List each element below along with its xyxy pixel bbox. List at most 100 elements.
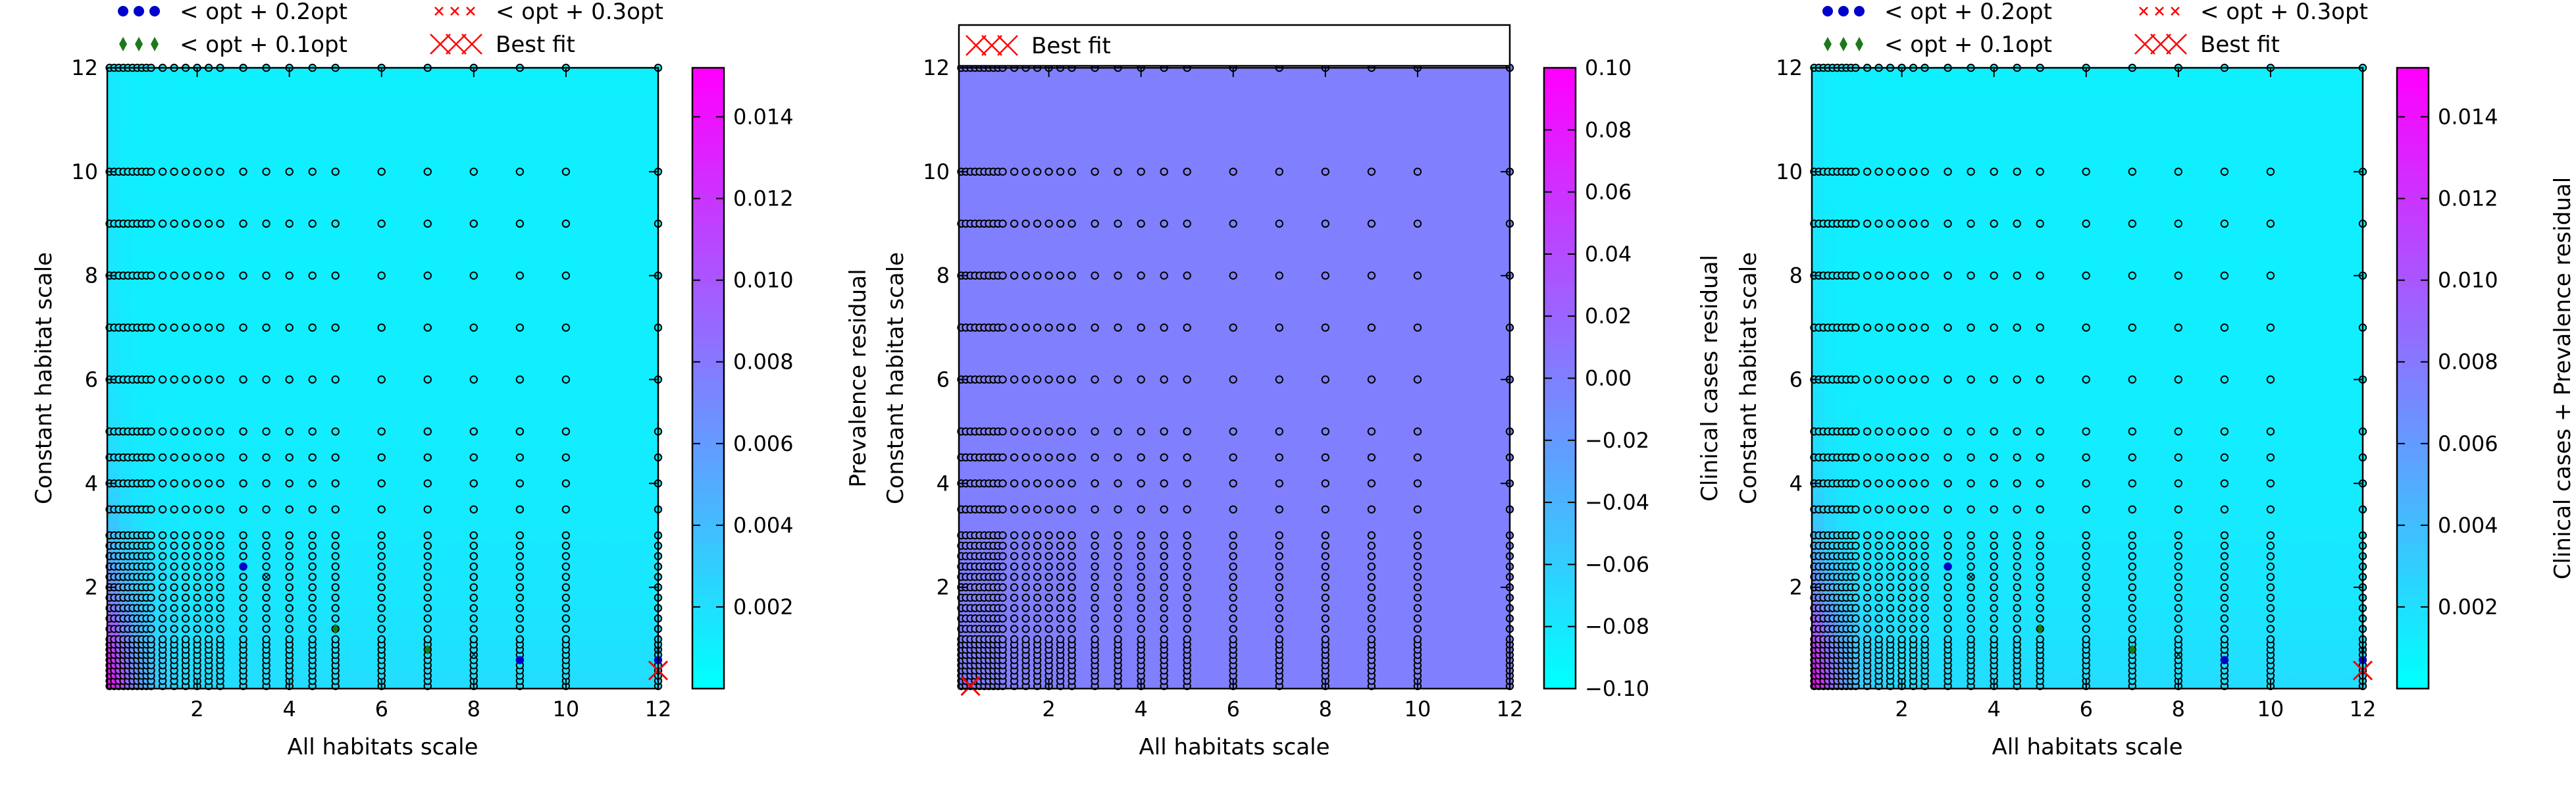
- colorbar-segment: [1544, 616, 1576, 627]
- heatmap-cell: [286, 122, 299, 136]
- legend-label: < opt + 0.2opt: [180, 0, 348, 25]
- heatmap-cell: [346, 500, 359, 514]
- heatmap-cell: [299, 635, 311, 649]
- heatmap-cell: [562, 405, 575, 419]
- heatmap-cell: [538, 135, 551, 149]
- heatmap-cell: [490, 176, 503, 190]
- heatmap-cell: [251, 324, 264, 338]
- sample-point: [158, 167, 167, 176]
- heatmap-cell: [203, 392, 216, 406]
- sample-point: [515, 635, 525, 644]
- heatmap-cell: [419, 486, 431, 500]
- sample-point: [147, 552, 155, 560]
- colorbar-segment: [1544, 388, 1576, 400]
- heatmap-cell: [226, 527, 240, 541]
- heatmap-cell: [382, 527, 396, 541]
- heatmap-cell: [634, 230, 647, 244]
- heatmap-cell: [454, 365, 467, 379]
- colorbar-segment: [692, 471, 724, 483]
- heatmap-cell: [502, 203, 515, 217]
- heatmap-cell: [179, 81, 192, 95]
- heatmap-cell: [311, 297, 324, 311]
- sample-point: [158, 625, 167, 633]
- heatmap-cell: [226, 581, 240, 595]
- heatmap-cell: [2027, 513, 2040, 527]
- heatmap-cell: [226, 621, 240, 635]
- colorbar-segment: [1544, 305, 1576, 317]
- heatmap-cell: [107, 149, 120, 163]
- heatmap-cell: [299, 419, 311, 433]
- heatmap-cell: [251, 621, 264, 635]
- heatmap-cell: [394, 486, 407, 500]
- heatmap-cell: [1919, 230, 1932, 244]
- heatmap-cell: [131, 338, 144, 352]
- heatmap-cell: [490, 365, 503, 379]
- heatmap-cell: [359, 351, 371, 365]
- heatmap-cell: [1859, 257, 1872, 271]
- heatmap-cell: [382, 270, 396, 284]
- heatmap-cell: [191, 486, 204, 500]
- heatmap-cell: [1979, 513, 1992, 527]
- heatmap-cell: [634, 635, 647, 649]
- heatmap-cell: [490, 675, 503, 689]
- heatmap-cell: [610, 351, 623, 365]
- heatmap-cell: [634, 540, 647, 554]
- colorbar-segment: [1544, 492, 1576, 503]
- sample-point: [1033, 583, 1042, 592]
- heatmap-cell: [1847, 257, 1861, 271]
- sample-point: [1021, 505, 1030, 514]
- heatmap-cell: [179, 297, 192, 311]
- sample-point: [331, 479, 340, 488]
- heatmap-cell: [419, 338, 431, 352]
- heatmap-cell: [226, 257, 240, 271]
- heatmap-cell: [646, 243, 659, 257]
- heatmap-cell: [143, 486, 156, 500]
- sample-point: [181, 219, 190, 228]
- heatmap-cell: [1871, 392, 1884, 406]
- heatmap-cell: [442, 432, 455, 446]
- heatmap-cell: [1895, 189, 1909, 203]
- heatmap-cell: [550, 513, 563, 527]
- colorbar-segment: [692, 202, 724, 213]
- heatmap-cell: [299, 500, 311, 514]
- heatmap-cell: [2051, 405, 2064, 419]
- heatmap-cell: [299, 392, 311, 406]
- heatmap-cell: [274, 608, 288, 622]
- heatmap-cell: [251, 554, 264, 568]
- sample-point: [1021, 541, 1030, 550]
- heatmap-cell: [299, 432, 311, 446]
- sample-point: [1114, 541, 1122, 550]
- heatmap-cell: [394, 230, 407, 244]
- heatmap-cell: [131, 122, 144, 136]
- sample-point: [1056, 583, 1065, 592]
- heatmap-cell: [1847, 405, 1861, 419]
- heatmap-cell: [1931, 459, 1944, 473]
- heatmap-cell: [1967, 81, 1980, 95]
- heatmap-cell: [119, 405, 132, 419]
- heatmap-cell: [526, 405, 539, 419]
- sample-point: [1068, 271, 1076, 280]
- heatmap-cell: [562, 297, 575, 311]
- colorbar-segment: [1544, 119, 1576, 130]
- colorbar-segment: [692, 616, 724, 627]
- heatmap-cell: [286, 351, 299, 365]
- sample-point: [1010, 427, 1019, 436]
- heatmap-cell: [634, 473, 647, 487]
- sample-point: [1183, 453, 1191, 461]
- sample-point: [1321, 219, 1330, 228]
- heatmap-cell: [406, 635, 419, 649]
- sample-point: [1114, 593, 1122, 602]
- heatmap-cell: [119, 297, 132, 311]
- heatmap-cell: [322, 230, 336, 244]
- heatmap-cell: [322, 68, 336, 82]
- sample-point: [1160, 505, 1168, 514]
- heatmap-cell: [299, 486, 311, 500]
- heatmap-cell: [359, 446, 371, 460]
- heatmap-cell: [1955, 432, 1969, 446]
- heatmap-cell: [107, 176, 120, 190]
- heatmap-cell: [406, 500, 419, 514]
- heatmap-cell: [478, 446, 491, 460]
- heatmap-cell: [311, 284, 324, 298]
- heatmap-cell: [119, 108, 132, 122]
- colorbar-segment: [692, 492, 724, 503]
